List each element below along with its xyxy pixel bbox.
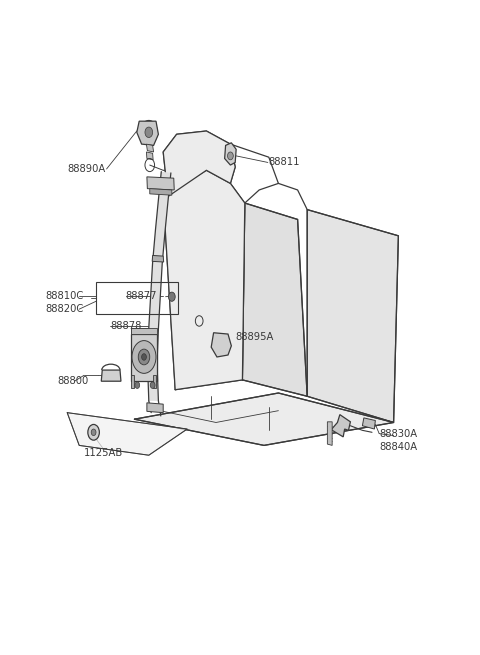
Text: 88877: 88877: [126, 291, 157, 301]
Polygon shape: [131, 375, 134, 388]
Polygon shape: [163, 131, 235, 196]
Polygon shape: [242, 203, 307, 396]
Text: 88878: 88878: [110, 321, 142, 331]
Circle shape: [138, 349, 150, 365]
Polygon shape: [146, 152, 153, 160]
Polygon shape: [225, 143, 236, 165]
Polygon shape: [362, 418, 375, 429]
Polygon shape: [331, 415, 350, 437]
Polygon shape: [211, 333, 231, 357]
Text: 1125AB: 1125AB: [84, 448, 123, 458]
Polygon shape: [134, 393, 394, 445]
Circle shape: [168, 292, 175, 301]
Polygon shape: [146, 144, 154, 152]
Polygon shape: [147, 177, 174, 190]
Circle shape: [132, 341, 156, 373]
Polygon shape: [163, 170, 245, 390]
Polygon shape: [150, 189, 172, 195]
Circle shape: [91, 429, 96, 436]
Circle shape: [88, 424, 99, 440]
Text: 88840A: 88840A: [380, 441, 418, 452]
Text: 88820C: 88820C: [46, 304, 84, 314]
Polygon shape: [153, 375, 156, 388]
Polygon shape: [131, 334, 157, 381]
Polygon shape: [307, 210, 398, 422]
Circle shape: [228, 152, 233, 160]
Text: 88811: 88811: [269, 157, 300, 168]
Text: 88800: 88800: [58, 376, 89, 386]
Polygon shape: [67, 413, 187, 455]
Polygon shape: [131, 328, 157, 334]
Circle shape: [150, 382, 155, 388]
Text: 88810C: 88810C: [46, 291, 84, 301]
Polygon shape: [147, 403, 163, 413]
Polygon shape: [327, 422, 332, 445]
Text: 88830A: 88830A: [380, 428, 418, 439]
Circle shape: [142, 354, 146, 360]
Polygon shape: [101, 370, 121, 381]
Polygon shape: [148, 172, 171, 401]
Text: 88895A: 88895A: [235, 331, 274, 342]
Polygon shape: [152, 255, 164, 262]
Polygon shape: [137, 121, 158, 145]
Circle shape: [135, 382, 140, 388]
Circle shape: [140, 121, 157, 144]
Text: 88890A: 88890A: [67, 164, 106, 174]
Circle shape: [145, 127, 153, 138]
